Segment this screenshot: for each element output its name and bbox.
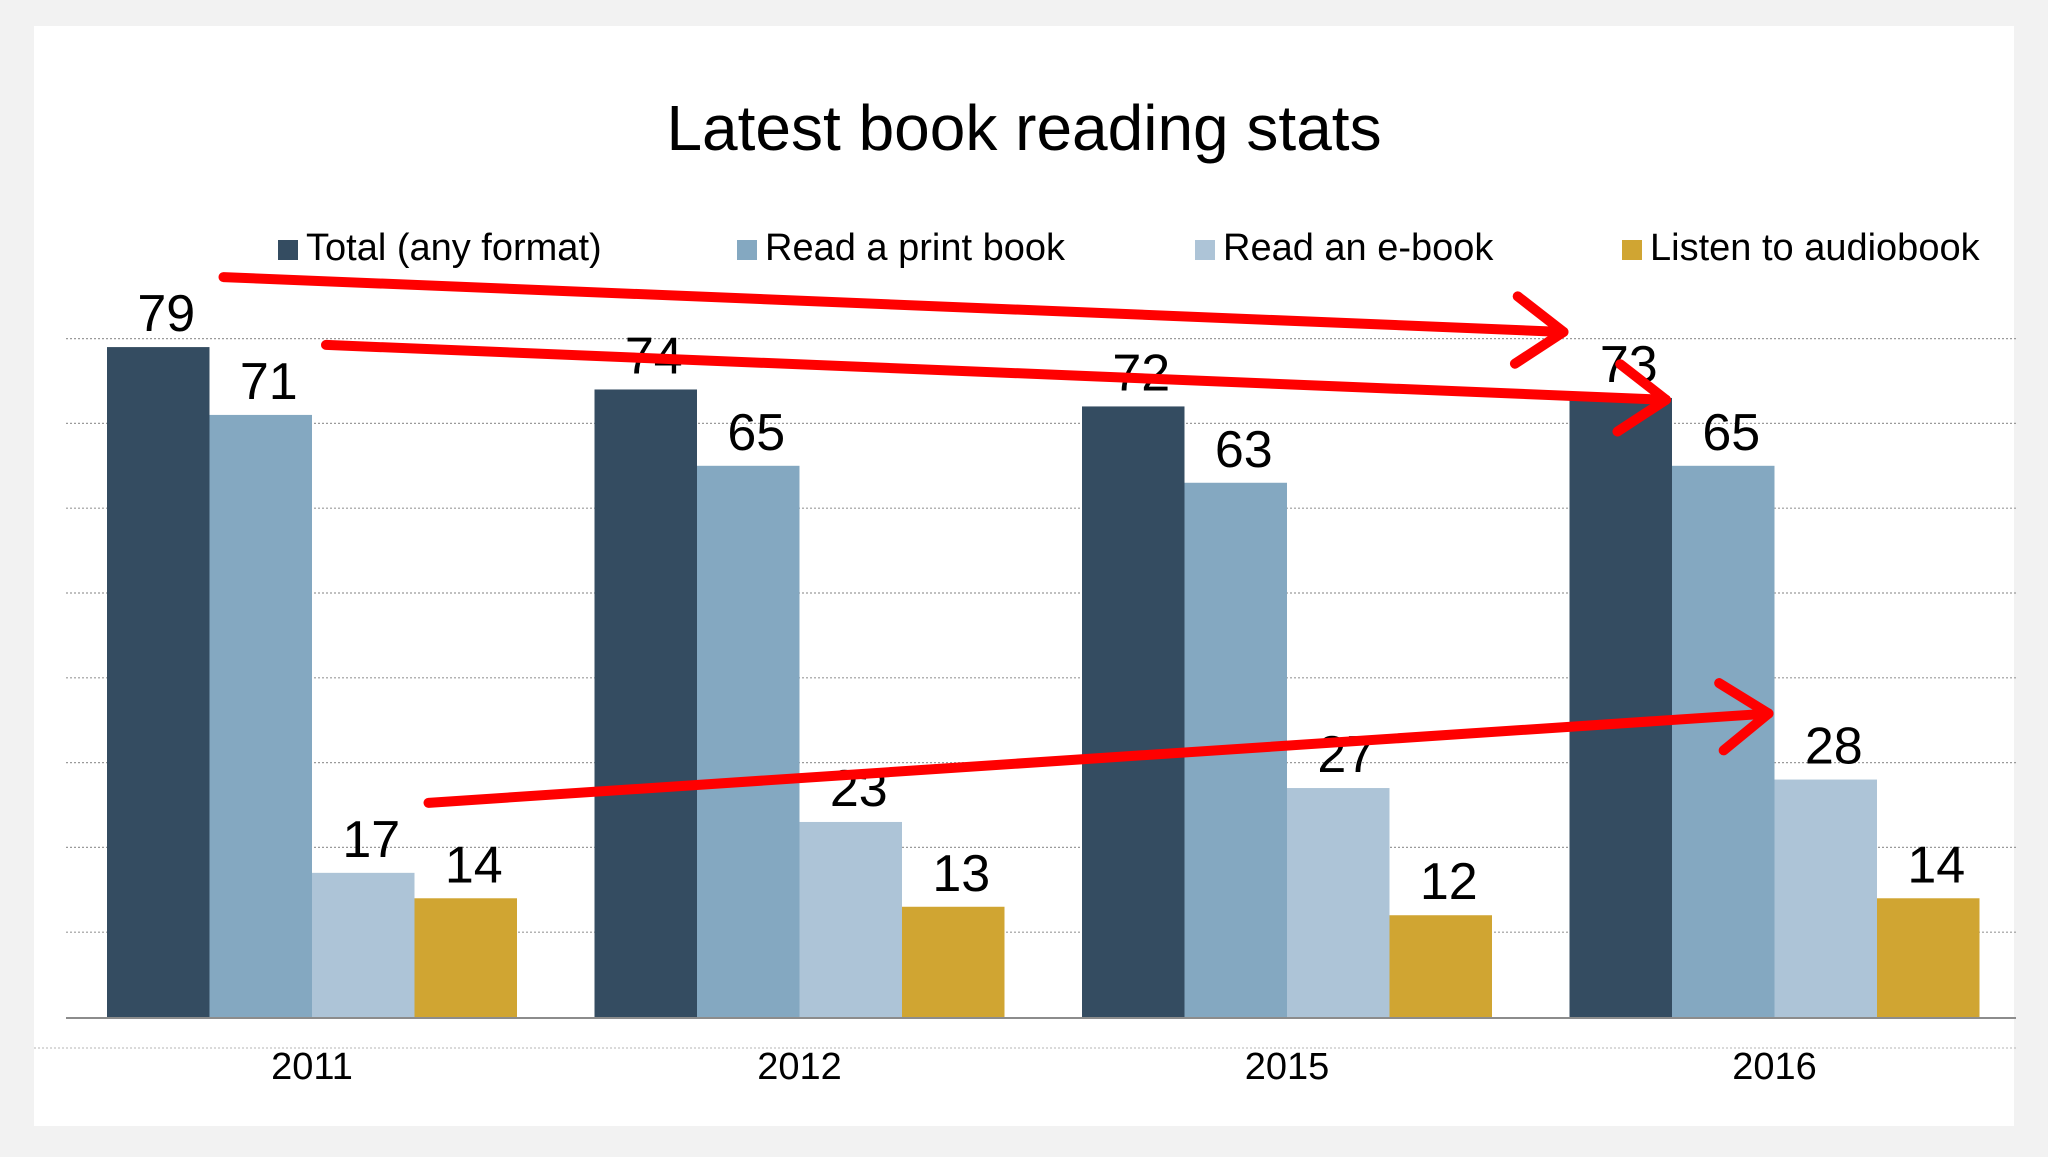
legend-entry: Read an e-book [1223,227,1494,269]
bar [312,872,415,1017]
bar [1774,779,1877,1017]
data-label: 14 [445,836,503,894]
x-tick-labels: 2011 2012 2015 2016 [271,1046,1817,1088]
chart-title: Latest book reading stats [666,92,1381,164]
bar [902,906,1005,1017]
data-label: 79 [137,285,195,343]
data-label: 14 [1907,836,1965,894]
bar [414,898,517,1017]
bar [1389,915,1492,1017]
bar [209,414,312,1017]
trend-arrows [218,272,1774,808]
data-label: 27 [1317,726,1375,784]
data-label: 17 [342,811,400,869]
bar [594,389,697,1018]
bar [1672,465,1775,1017]
x-tick-label: 2016 [1732,1046,1817,1088]
bar [1287,788,1390,1017]
trend-arrow [423,678,1774,808]
legend-entry: Total (any format) [306,227,602,269]
data-label: 71 [240,353,298,411]
legend: Total (any format) Read a print book Read … [278,227,1981,269]
data-label: 28 [1805,718,1863,776]
bar [107,347,210,1018]
legend-swatch [737,240,757,260]
bar [1082,406,1185,1017]
legend-entry: Listen to audiobook [1650,227,1981,269]
bar [1877,898,1980,1017]
data-label: 12 [1420,853,1478,911]
legend-swatch [1195,240,1215,260]
x-tick-label: 2011 [271,1046,353,1088]
data-label: 65 [1702,404,1760,462]
trend-arrow [218,272,1569,369]
data-label: 13 [932,845,990,903]
data-label: 63 [1215,421,1273,479]
x-tick-label: 2012 [757,1046,842,1088]
data-label: 65 [727,404,785,462]
trend-arrow [321,339,1671,437]
legend-swatch [278,240,298,260]
x-tick-label: 2015 [1245,1046,1330,1088]
legend-entry: Read a print book [765,227,1066,269]
legend-swatch [1622,240,1642,260]
bars [107,347,1980,1018]
bar [1569,397,1672,1018]
bar [697,465,800,1017]
bar [799,821,902,1017]
